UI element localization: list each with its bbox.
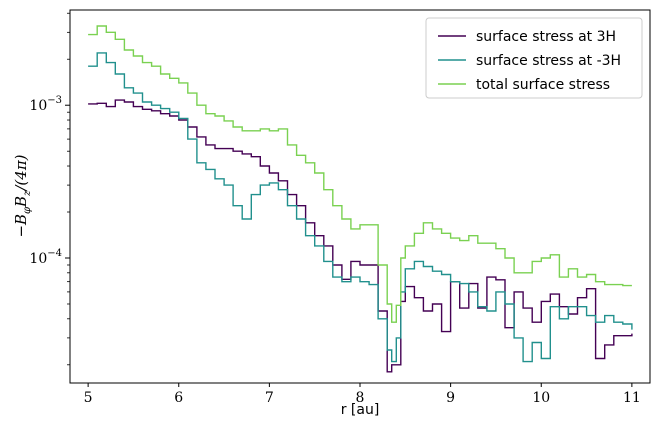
x-tick-label: 9 bbox=[446, 390, 455, 406]
legend-label-3h: surface stress at 3H bbox=[476, 29, 616, 45]
y-axis-label: −BφBz/(4π) bbox=[12, 154, 33, 237]
x-tick-label: 5 bbox=[84, 390, 93, 406]
y-tick-label: 10−3 bbox=[29, 95, 62, 114]
x-tick-label: 6 bbox=[174, 390, 183, 406]
legend-box bbox=[425, 17, 643, 99]
legend-label-minus3h: surface stress at -3H bbox=[476, 53, 621, 69]
y-tick-label: 10−4 bbox=[29, 248, 62, 267]
series-line-1 bbox=[88, 52, 633, 363]
series-line-2 bbox=[88, 25, 632, 323]
x-tick-label: 7 bbox=[265, 390, 274, 406]
legend-label-total: total surface stress bbox=[476, 77, 610, 93]
legend: surface stress at 3H surface stress at -… bbox=[425, 17, 643, 99]
x-axis-ticks: 5 6 7 8 9 10 11 bbox=[84, 383, 641, 406]
x-axis-label: r [au] bbox=[341, 402, 380, 418]
x-tick-label: 8 bbox=[356, 390, 365, 406]
series-line-0 bbox=[88, 99, 633, 373]
x-tick-label: 11 bbox=[623, 390, 641, 406]
series-lines bbox=[88, 25, 633, 373]
y-axis-ticks: 10−3 10−4 bbox=[29, 12, 70, 366]
x-tick-label: 10 bbox=[532, 390, 550, 406]
